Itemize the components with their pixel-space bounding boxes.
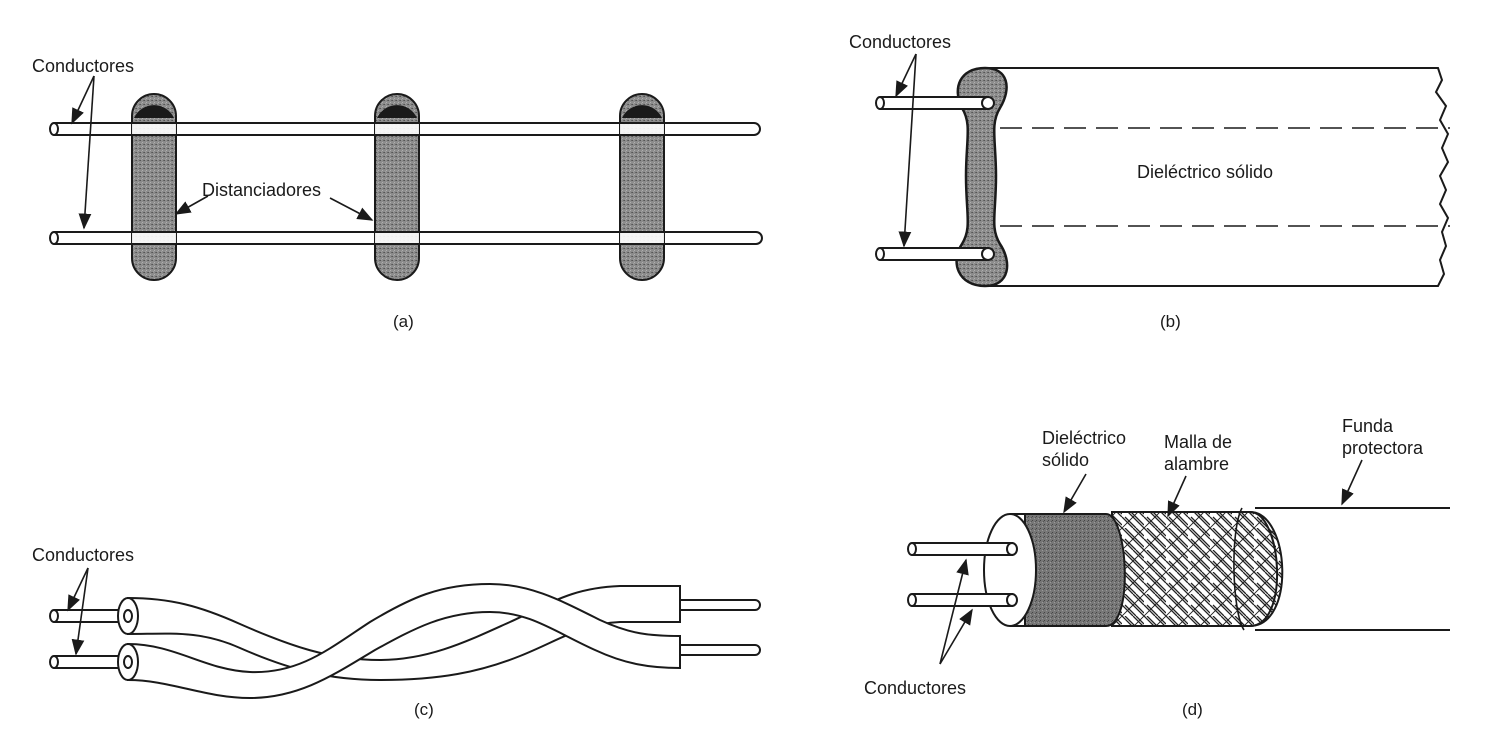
panel-c-arrow-conductor-bottom [71,567,89,656]
panel-d-shielded-cable [907,459,1450,665]
panel-d-arrow-conductor-bottom [939,608,973,665]
panel-a-arrow-spacer-2 [329,197,374,221]
panel-d-label-malla-1: Malla de [1164,432,1233,452]
panel-c-twisted-pair [49,567,761,700]
panel-c-arrow-conductor-top [67,567,89,612]
panel-d-solid-dielectric [1024,513,1126,627]
panel-d-arrow-braid [1167,475,1187,518]
panel-a-arrow-conductor-top [71,75,95,125]
panel-d-end-face [983,513,1037,627]
panel-a-label-distanciadores: Distanciadores [202,180,322,200]
panel-c-conductor-top [49,609,129,623]
panel-b-dielectric-end [955,66,1009,288]
panel-c-label-conductores: Conductores [32,545,135,565]
panel-d-label-dielectrico-2: sólido [1042,450,1090,470]
panel-a-arrow-spacer-1 [174,195,209,215]
panel-a-open-wire [49,75,763,281]
panel-d-label-conductores: Conductores [864,678,967,698]
panel-b-conductor-bottom [875,247,995,261]
panel-d-conductor-top [907,542,1018,556]
panel-d-label-funda-1: Funda [1342,416,1394,436]
panel-c-conductor-bottom [49,655,129,669]
panel-d-caption: (d) [1182,700,1203,719]
panel-d-label-malla-2: alambre [1164,454,1230,474]
panel-b-label-conductores: Conductores [849,32,952,52]
panel-d-arrow-jacket [1341,459,1363,506]
panel-a-label-conductores: Conductores [32,56,135,76]
panel-b-label-dielectrico: Dieléctrico sólido [1137,162,1274,182]
panel-a-spacer-3 [619,93,665,281]
panel-b-arrow-conductor-top [895,53,917,98]
panel-c-stub-bottom-right [680,644,761,656]
panel-d-label-dielectrico-1: Dieléctrico [1042,428,1127,448]
panel-a-spacer-2 [374,93,420,281]
panel-c-stub-top-right [680,599,761,611]
panel-b-twin-lead [875,53,1450,288]
panel-c-caption: (c) [414,700,434,719]
panel-b-caption: (b) [1160,312,1181,331]
panel-d-wire-braid [1111,511,1284,627]
panel-d-conductor-bottom [907,593,1018,607]
panel-a-spacer-1 [131,93,177,281]
panel-a-caption: (a) [393,312,414,331]
panel-b-conductor-top [875,96,995,110]
panel-b-arrow-conductor-bottom [898,53,917,248]
panel-c-insulated-wire-b [127,582,681,700]
panel-d-arrow-dielectric [1063,473,1087,514]
panel-d-arrow-conductor-top [939,558,969,665]
panel-d-label-funda-2: protectora [1342,438,1424,458]
panel-a-arrow-conductor-bottom [78,75,95,230]
